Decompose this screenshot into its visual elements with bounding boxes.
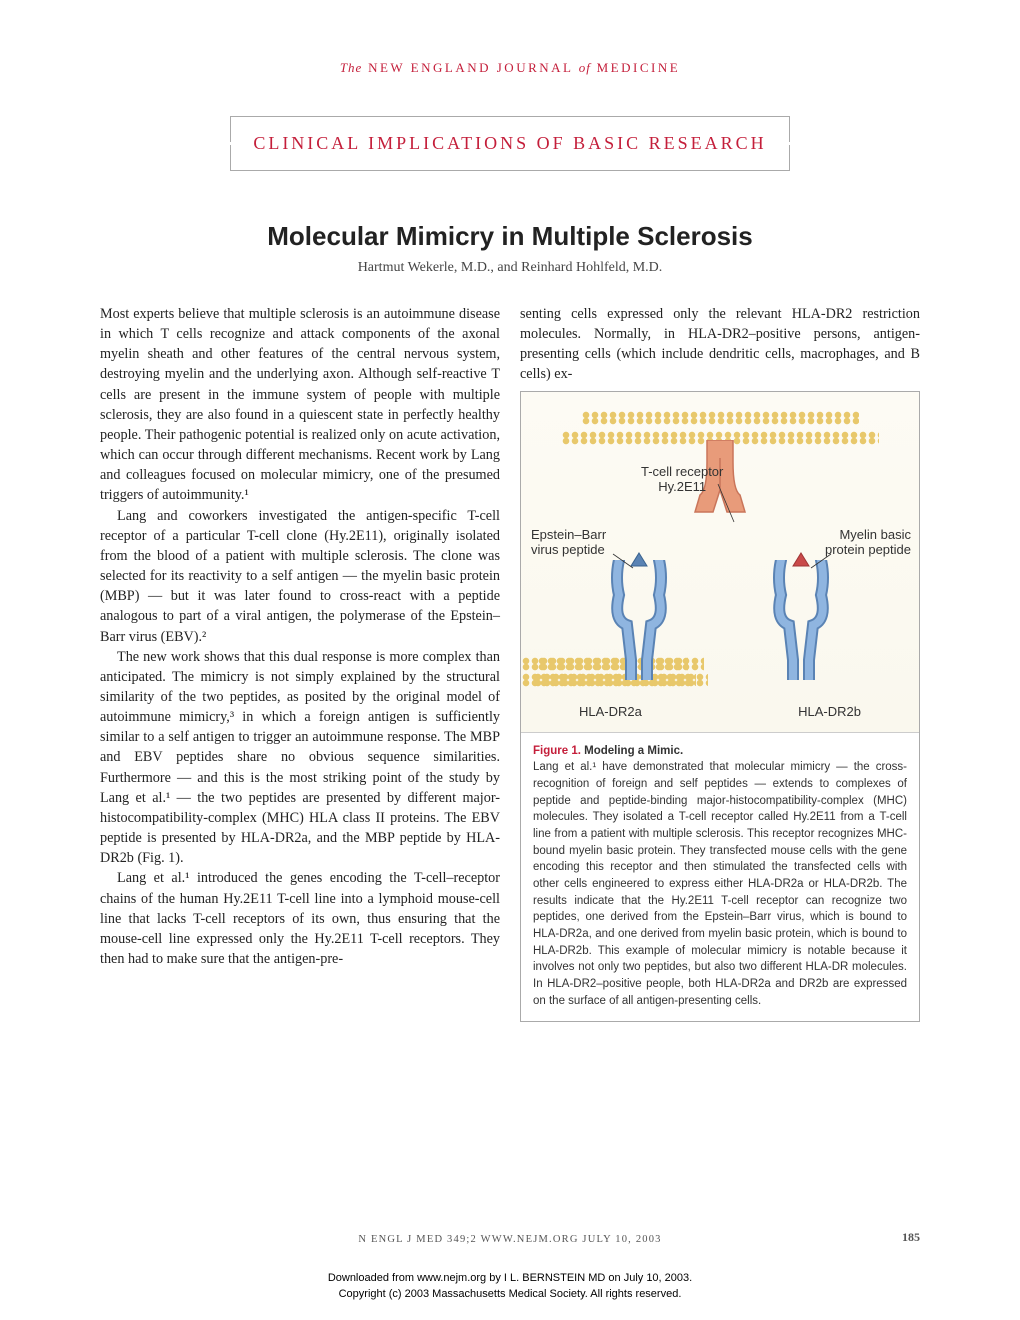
- para: senting cells expressed only the relevan…: [520, 304, 920, 385]
- para: Most experts believe that multiple scler…: [100, 304, 500, 506]
- journal-header: The NEW ENGLAND JOURNAL of MEDICINE: [100, 60, 920, 76]
- figure-caption: Figure 1. Modeling a Mimic. Lang et al.¹…: [521, 733, 919, 1022]
- section-box: CLINICAL IMPLICATIONS OF BASIC RESEARCH: [230, 116, 790, 171]
- figure-box: T-cell receptor Hy.2E11 Epstein–Barr vir…: [520, 391, 920, 1023]
- label-tcr: T-cell receptor Hy.2E11: [641, 464, 723, 495]
- mbp-peptide-icon: [792, 552, 810, 570]
- download-notice: Downloaded from www.nejm.org by I L. BER…: [0, 1271, 1020, 1302]
- hla-dr2a-icon: [609, 560, 669, 680]
- page-number: 185: [902, 1230, 920, 1245]
- authors: Hartmut Wekerle, M.D., and Reinhard Hohl…: [100, 260, 920, 276]
- para: Lang et al.¹ introduced the genes encodi…: [100, 868, 500, 969]
- page: The NEW ENGLAND JOURNAL of MEDICINE CLIN…: [100, 0, 920, 1022]
- section-title: CLINICAL IMPLICATIONS OF BASIC RESEARCH: [230, 133, 790, 154]
- body-columns: Most experts believe that multiple scler…: [100, 304, 920, 1022]
- figure-illustration: T-cell receptor Hy.2E11 Epstein–Barr vir…: [521, 392, 919, 733]
- pointer-line: [809, 552, 834, 572]
- article-title: Molecular Mimicry in Multiple Sclerosis: [100, 221, 920, 252]
- label-ebv: Epstein–Barr virus peptide: [531, 527, 606, 558]
- label-mbp: Myelin basic protein peptide: [825, 527, 911, 558]
- pointer-line: [716, 482, 736, 527]
- footer-citation: N ENGL J MED 349;2 WWW.NEJM.ORG JULY 10,…: [0, 1234, 1020, 1245]
- label-hla-b: HLA-DR2b: [798, 704, 861, 720]
- label-hla-a: HLA-DR2a: [579, 704, 642, 720]
- pointer-line: [611, 552, 636, 572]
- para: The new work shows that this dual respon…: [100, 647, 500, 869]
- hla-dr2b-icon: [771, 560, 831, 680]
- right-column: senting cells expressed only the relevan…: [520, 304, 920, 1022]
- left-column: Most experts believe that multiple scler…: [100, 304, 500, 1022]
- para: Lang and coworkers investigated the anti…: [100, 506, 500, 647]
